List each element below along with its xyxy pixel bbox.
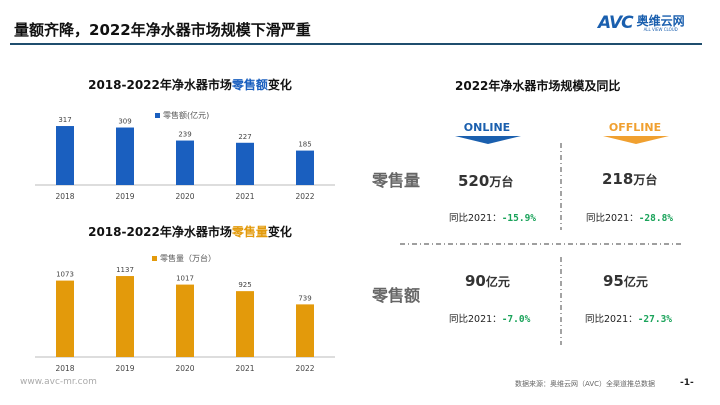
logo-name-cn: 奥维云网 xyxy=(636,13,685,28)
chart2-title: 2018-2022年净水器市场零售量变化 xyxy=(88,225,292,239)
x-tick-label: 2020 xyxy=(175,192,194,201)
offline-value: 95亿元 xyxy=(603,272,648,290)
data-label: 739 xyxy=(298,294,311,302)
bar xyxy=(236,142,254,185)
bar xyxy=(56,126,74,185)
data-label: 1137 xyxy=(116,266,134,274)
chart1-legend: 零售额(亿元) xyxy=(155,110,209,121)
data-label: 1017 xyxy=(176,275,194,283)
bar xyxy=(176,140,194,185)
data-source: 数据来源：奥维云网（AVC）全渠道推总数据 xyxy=(515,380,656,388)
offline-volume-yoy: 同比2021：-28.8% xyxy=(586,213,674,224)
bar xyxy=(56,280,74,357)
data-label: 185 xyxy=(298,141,311,149)
bar xyxy=(236,291,254,357)
x-tick-label: 2018 xyxy=(55,364,74,373)
data-label: 239 xyxy=(178,131,191,139)
x-tick-label: 2022 xyxy=(295,192,314,201)
bar xyxy=(116,127,134,185)
slide-title: 量额齐降，2022年净水器市场规模下滑严重 xyxy=(14,21,311,39)
offline-label: OFFLINE xyxy=(608,121,662,134)
online-arrow-icon xyxy=(455,136,521,144)
data-label: 1073 xyxy=(56,271,74,279)
row-label-volume: 零售量 xyxy=(372,171,421,190)
x-tick-label: 2020 xyxy=(175,364,194,373)
chart2-plot: 1073 2018 1137 2019 1017 2020 925 2021 739 2022 xyxy=(35,266,335,373)
chart1-title: 2018-2022年净水器市场零售额变化 xyxy=(88,78,292,92)
data-label: 309 xyxy=(118,118,131,126)
x-tick-label: 2019 xyxy=(115,364,134,373)
data-label: 317 xyxy=(58,116,71,124)
chart1-plot: 317 2018 309 2019 239 2020 227 2021 185 2022 xyxy=(35,116,335,201)
x-tick-label: 2022 xyxy=(295,364,314,373)
bar xyxy=(296,150,314,185)
bar xyxy=(176,284,194,357)
offline-volume: 218万台 xyxy=(602,170,658,188)
logo-mark: AVC xyxy=(598,13,634,33)
row-label-value: 零售额 xyxy=(372,286,421,305)
x-tick-label: 2021 xyxy=(235,364,254,373)
offline-value-yoy: 同比2021：-27.3% xyxy=(585,314,673,325)
logo-name-en: ALL VIEW CLOUD xyxy=(643,26,678,32)
x-tick-label: 2018 xyxy=(55,192,74,201)
online-label: ONLINE xyxy=(463,121,511,134)
page-number: -1- xyxy=(680,378,694,388)
legend-swatch xyxy=(155,113,160,118)
avc-logo: AVC 奥维云网 ALL VIEW CLOUD xyxy=(598,13,685,33)
data-label: 925 xyxy=(238,281,251,289)
online-value-yoy: 同比2021：-7.0% xyxy=(449,314,531,325)
footer-url: www.avc-mr.com xyxy=(20,377,97,387)
data-label: 227 xyxy=(238,133,251,141)
summary-title: 2022年净水器市场规模及同比 xyxy=(455,79,621,93)
online-volume-yoy: 同比2021：-15.9% xyxy=(449,213,537,224)
online-volume: 520万台 xyxy=(458,172,514,190)
x-tick-label: 2021 xyxy=(235,192,254,201)
legend-swatch xyxy=(152,256,157,261)
offline-arrow-icon xyxy=(603,136,669,144)
chart2-legend: 零售量（万台） xyxy=(152,253,216,264)
header-divider xyxy=(10,43,702,45)
x-tick-label: 2019 xyxy=(115,192,134,201)
bar xyxy=(296,304,314,357)
online-value: 90亿元 xyxy=(465,272,510,290)
bar xyxy=(116,276,134,357)
